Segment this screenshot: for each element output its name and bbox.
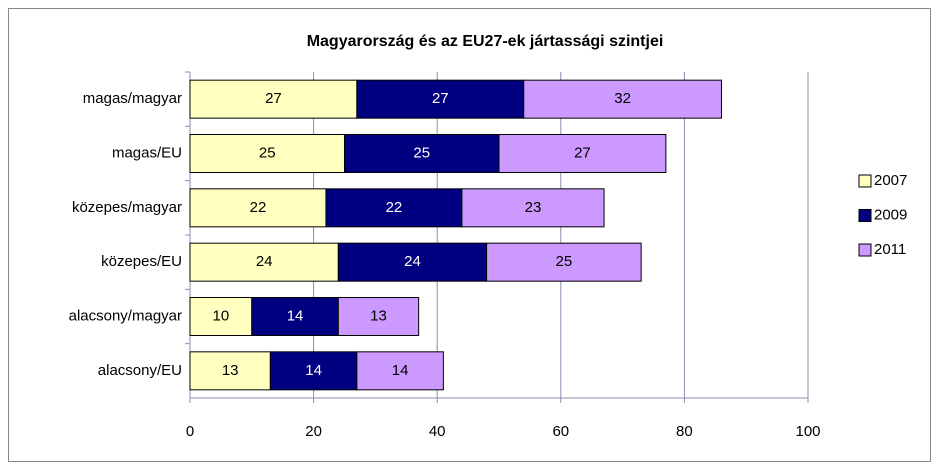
legend-swatch bbox=[858, 243, 872, 257]
y-tick-label: alacsony/EU bbox=[98, 362, 182, 379]
legend-label: 2009 bbox=[874, 206, 907, 223]
legend-label: 2011 bbox=[874, 241, 906, 258]
data-label: 27 bbox=[432, 90, 449, 107]
bar-segment bbox=[189, 188, 327, 228]
x-tick-label: 100 bbox=[795, 423, 820, 440]
data-label: 32 bbox=[614, 90, 631, 107]
data-label: 14 bbox=[392, 362, 409, 379]
bar-segment bbox=[498, 134, 667, 173]
legend-swatch bbox=[858, 209, 872, 222]
legend-label: 2007 bbox=[874, 172, 907, 189]
x-tick-label: 20 bbox=[305, 423, 322, 440]
legend-swatch bbox=[858, 174, 872, 188]
data-label: 13 bbox=[370, 307, 387, 324]
data-label: 24 bbox=[404, 253, 421, 270]
bar-segment bbox=[189, 79, 358, 119]
x-tick-label: 60 bbox=[552, 423, 569, 440]
data-label: 14 bbox=[287, 307, 304, 324]
bar-segment bbox=[251, 297, 339, 336]
x-tick-label: 40 bbox=[429, 423, 446, 440]
bar-segment bbox=[189, 351, 271, 391]
x-tick-label: 80 bbox=[676, 423, 693, 440]
bar-segment bbox=[189, 242, 339, 282]
bar-segment bbox=[523, 79, 722, 119]
data-label: 14 bbox=[305, 362, 322, 379]
y-tick-label: magas/magyar bbox=[83, 90, 182, 107]
chart-title: Magyarország és az EU27-ek jártassági sz… bbox=[307, 33, 664, 50]
bar-segment bbox=[486, 242, 642, 282]
data-label: 25 bbox=[413, 144, 430, 161]
y-tick-label: alacsony/magyar bbox=[69, 307, 182, 324]
y-tick-label: közepes/magyar bbox=[72, 199, 182, 216]
data-label: 24 bbox=[256, 253, 273, 270]
chart-frame bbox=[8, 8, 931, 462]
data-label: 22 bbox=[250, 199, 267, 216]
bar-segment bbox=[189, 134, 345, 173]
data-label: 13 bbox=[222, 362, 239, 379]
data-label: 25 bbox=[556, 253, 573, 270]
bar-segment bbox=[344, 134, 500, 173]
data-label: 27 bbox=[265, 90, 282, 107]
data-label: 27 bbox=[574, 144, 591, 161]
data-label: 25 bbox=[259, 144, 276, 161]
bar-segment bbox=[461, 188, 605, 228]
bar-segment bbox=[269, 351, 358, 391]
data-label: 22 bbox=[386, 199, 403, 216]
bar-segment bbox=[337, 297, 420, 336]
bar-segment bbox=[356, 351, 444, 391]
x-tick-label: 0 bbox=[186, 423, 194, 440]
bar-segment bbox=[325, 188, 463, 228]
data-label: 10 bbox=[213, 307, 230, 324]
data-label: 23 bbox=[525, 199, 542, 216]
y-tick-label: közepes/EU bbox=[101, 253, 182, 270]
y-tick-label: magas/EU bbox=[112, 144, 182, 161]
